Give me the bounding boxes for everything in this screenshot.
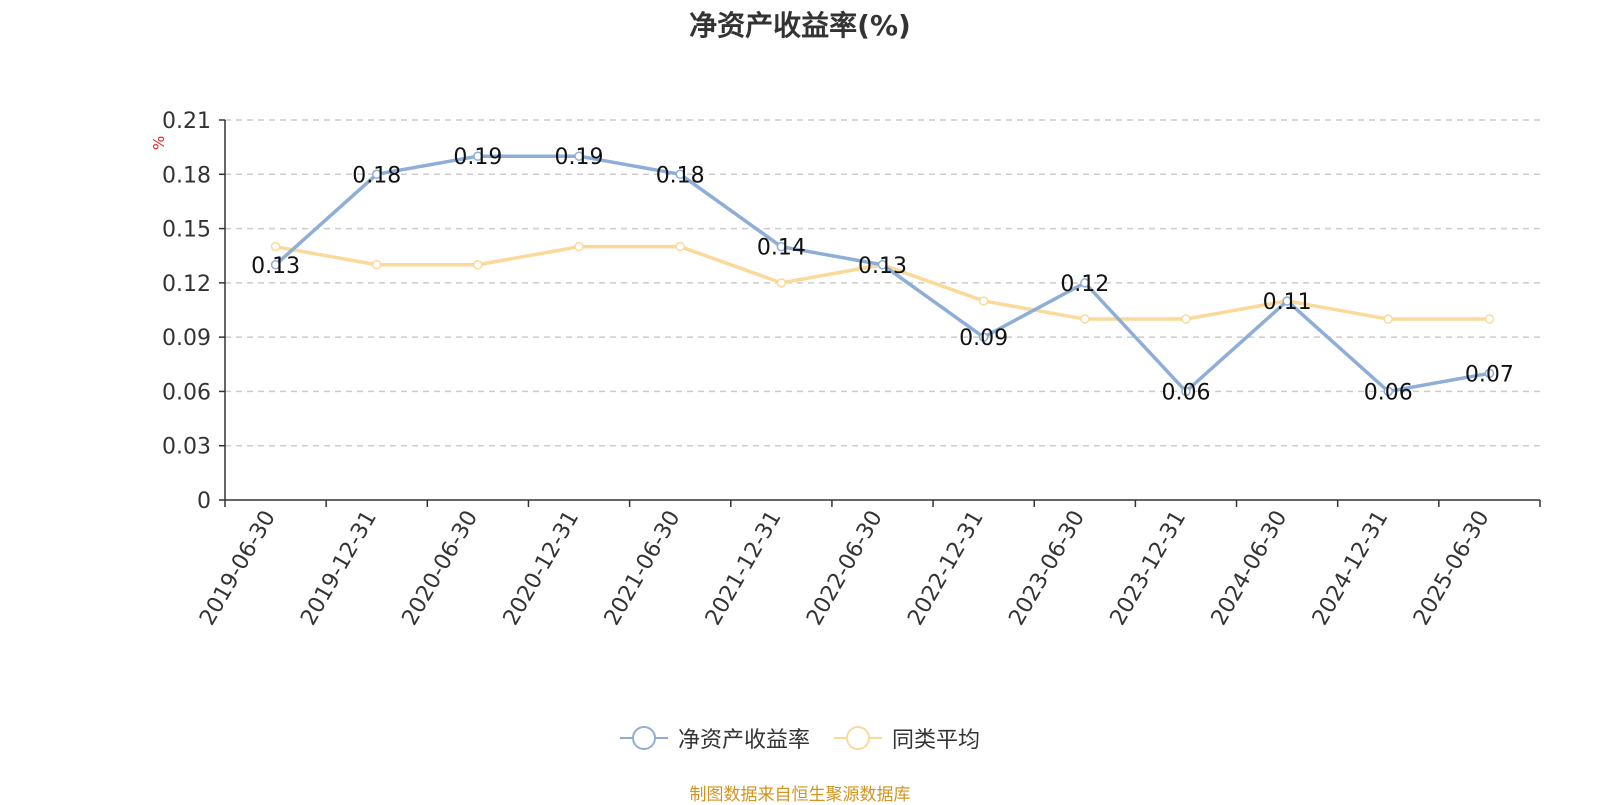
x-tick-label: 2021-06-30 [600,507,686,630]
legend-peer-average-label: 同类平均 [892,728,981,753]
data-label: 0.13 [251,254,300,279]
x-tick-label: 2020-06-30 [398,507,484,630]
data-point [978,296,989,306]
data-point [978,332,989,342]
x-tick-label: 2021-12-31 [701,507,787,630]
data-point [1282,296,1292,306]
data-source-note: 制图数据来自恒生聚源数据库 [689,785,911,805]
legend-roe-label: 净资产收益率 [677,728,810,753]
chart-title: 净资产收益率(%) [689,9,911,42]
data-point [371,260,382,270]
y-tick-label: 0.12 [162,272,211,297]
data-point [1484,368,1495,379]
data-point [675,241,685,252]
data-point [473,260,483,270]
data-point [1383,386,1394,397]
data-point [877,260,888,270]
y-tick-label: 0.09 [162,326,211,351]
legend-item-roe[interactable]: 净资产收益率 [619,722,810,754]
data-point [270,260,281,270]
data-label: 0.06 [1161,380,1210,405]
y-tick-label: 0.18 [162,163,211,188]
legend-item-peer-average[interactable]: 同类平均 [834,722,980,754]
data-label: 0.13 [858,254,907,279]
data-label: 0.07 [1465,362,1514,387]
data-point [574,241,584,252]
data-label: 0.19 [453,145,502,170]
data-point [1383,314,1394,324]
data-label: 0.14 [757,236,806,261]
data-label: 0.18 [352,163,401,188]
x-tick-label: 2024-12-31 [1308,507,1394,630]
y-tick-label: 0.03 [162,435,211,460]
data-label: 0.19 [555,145,604,170]
data-point [473,151,483,161]
x-tick-label: 2025-06-30 [1409,507,1495,630]
data-point [776,278,787,288]
x-tick-label: 2022-12-31 [903,506,989,629]
data-point [1181,314,1191,324]
x-tick-label: 2019-06-30 [195,507,281,630]
data-point [371,169,382,180]
legend-roe-marker-icon [619,726,668,750]
x-tick-label: 2019-12-31 [296,507,382,630]
data-point [675,169,685,180]
x-tick-label: 2024-06-30 [1207,507,1293,630]
x-tick-label: 2023-12-31 [1106,507,1192,630]
data-label: 0.12 [1060,272,1109,297]
data-label: 0.11 [1263,290,1312,315]
data-point [1181,386,1191,397]
legend: 净资产收益率 同类平均 [0,722,1600,754]
legend-peer-average-marker-icon [834,726,882,750]
data-point [574,151,584,161]
y-tick-label: 0.21 [162,109,211,134]
data-point [1484,314,1495,324]
data-label: 0.09 [959,326,1008,351]
data-point [270,241,281,252]
data-point [1080,314,1090,324]
x-tick-label: 2022-06-30 [802,507,888,630]
x-tick-label: 2023-06-30 [1004,507,1090,630]
data-label: 0.06 [1364,380,1413,405]
y-tick-label: 0.06 [162,380,211,405]
data-point [1080,278,1090,288]
y-tick-label: 0.15 [162,218,211,243]
data-label: 0.18 [656,163,705,188]
data-point [776,241,787,252]
y-tick-label: 0 [197,489,211,514]
x-tick-label: 2020-12-31 [499,507,585,630]
